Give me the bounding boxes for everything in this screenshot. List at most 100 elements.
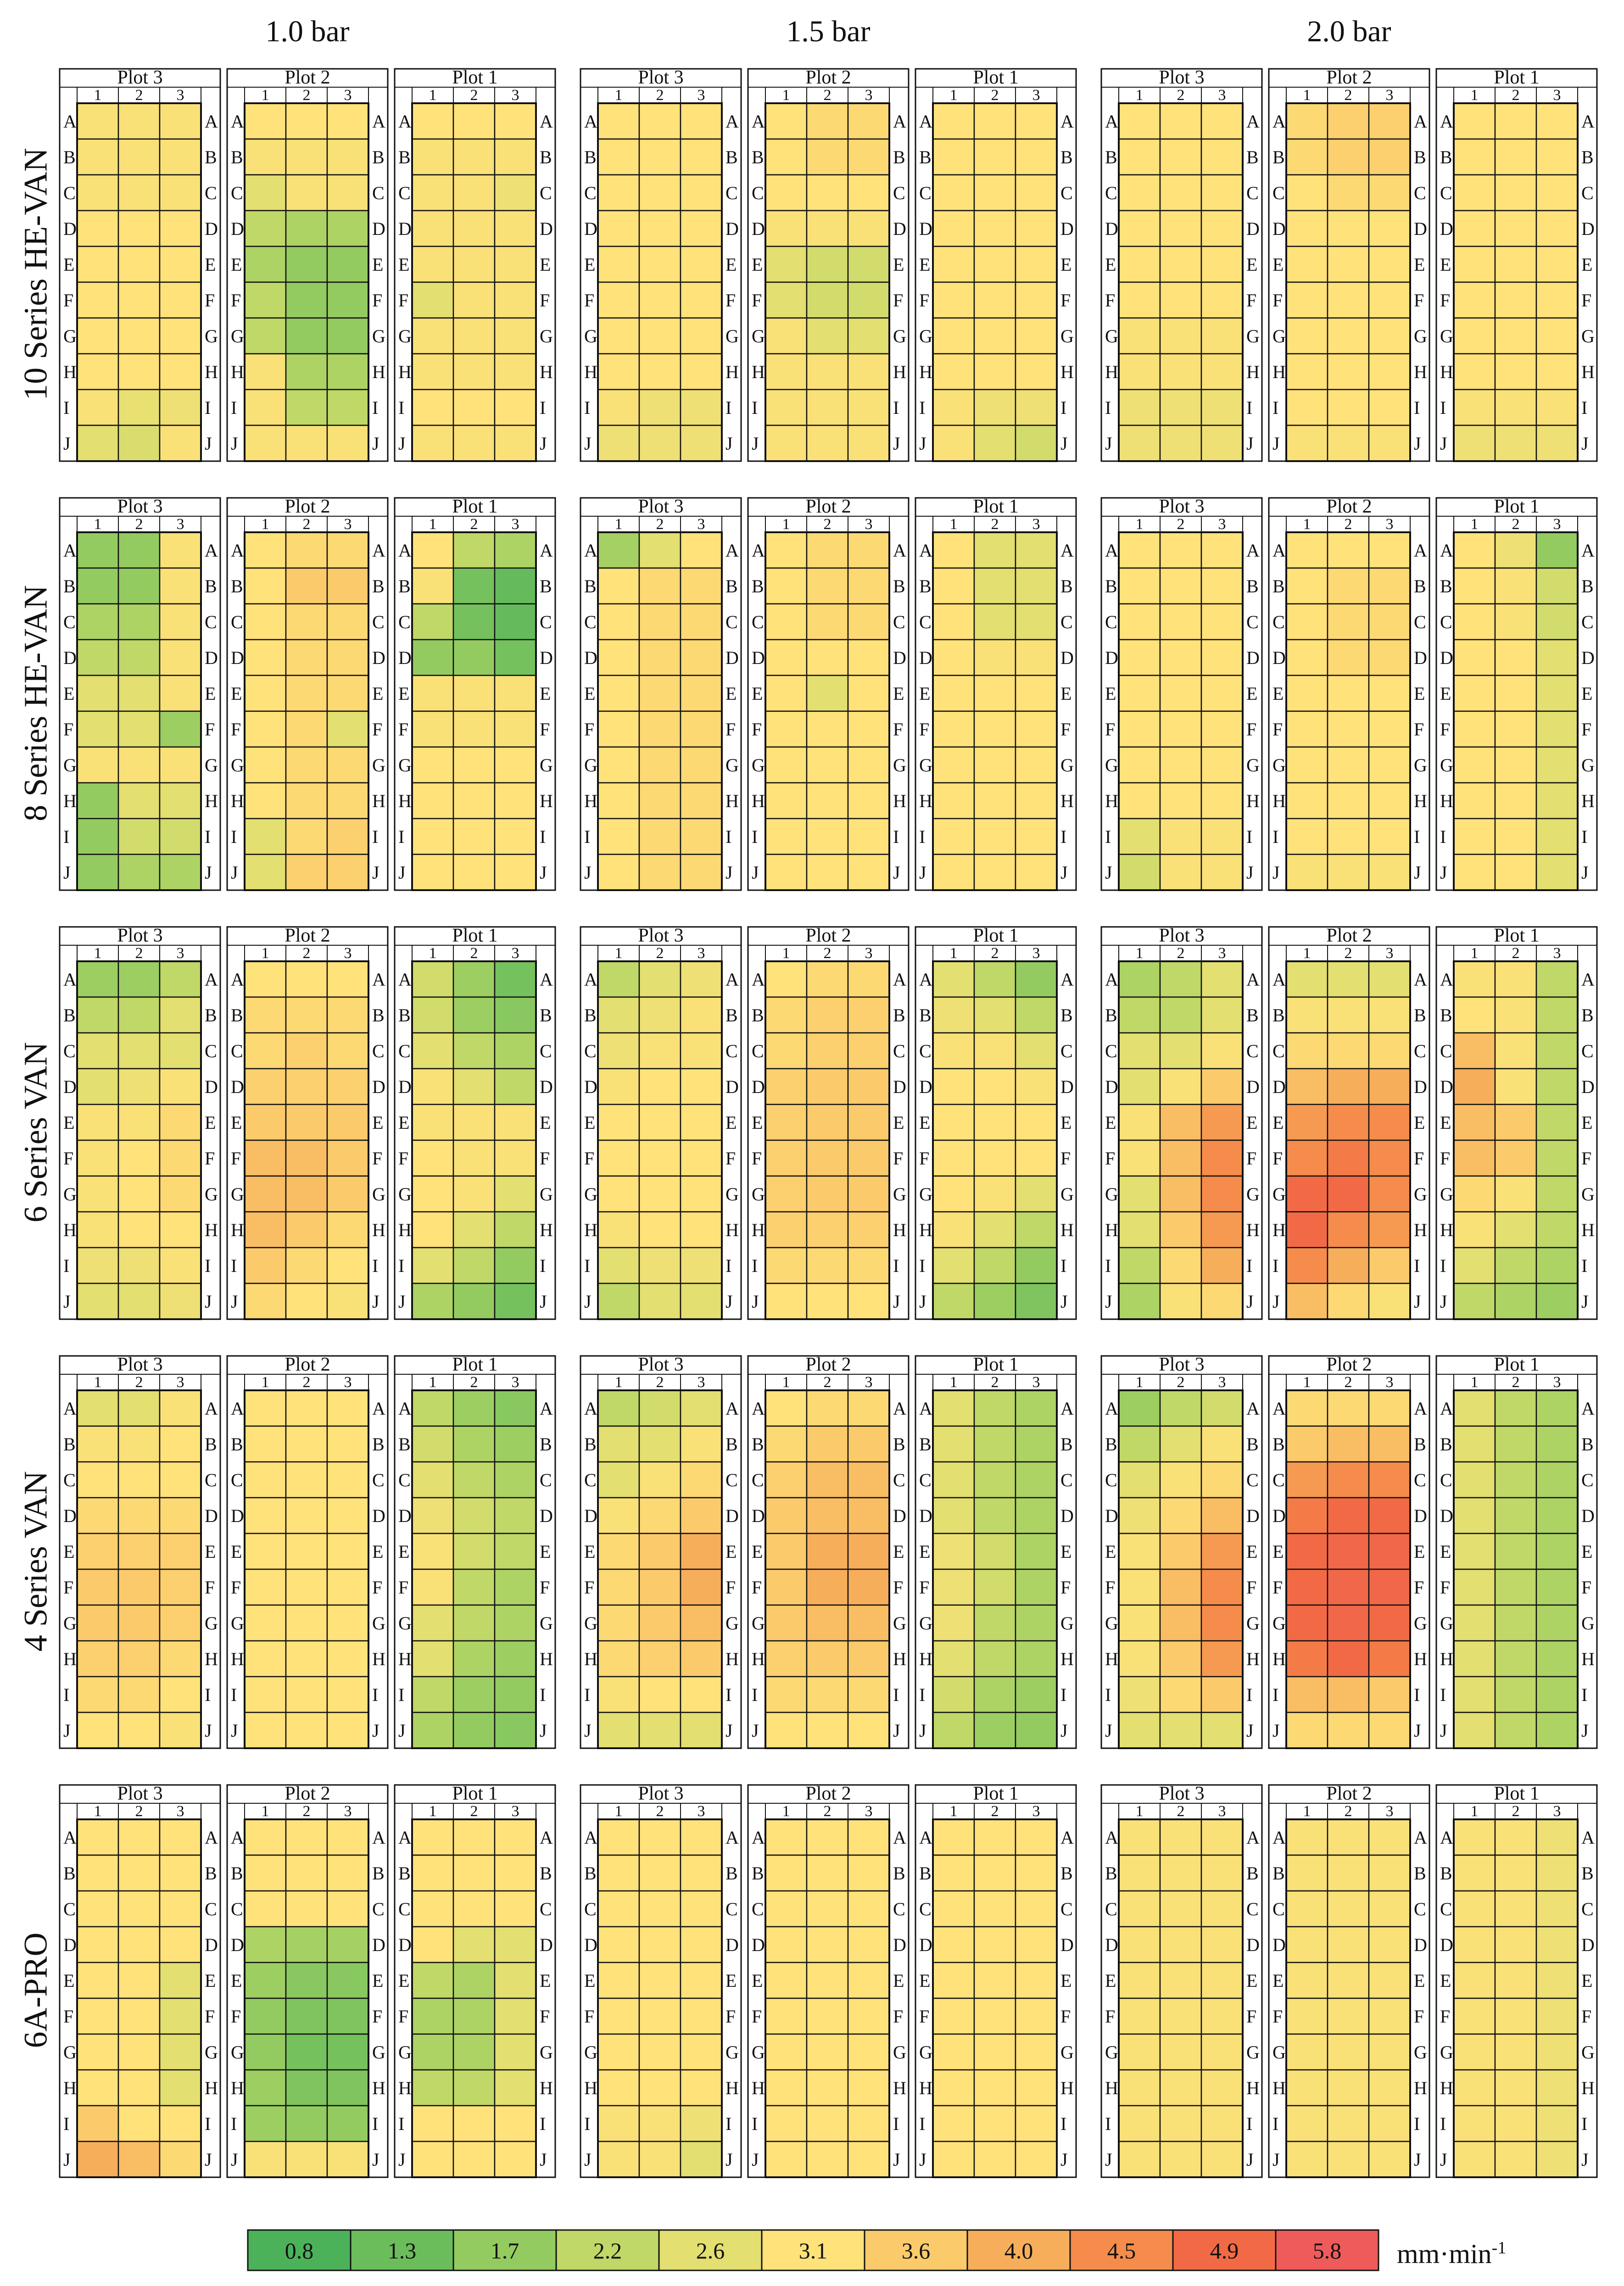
heatmap-cell	[932, 1282, 975, 1320]
heatmap-cell	[326, 317, 369, 355]
row-letter-right: B	[1246, 1863, 1259, 1884]
row-letter-right: J	[205, 862, 212, 883]
heatmap-cell	[680, 1104, 723, 1141]
heatmap-cell	[117, 1461, 161, 1499]
heatmap-cell	[765, 281, 808, 319]
legend-swatch	[966, 2229, 1071, 2271]
row-letter-left: A	[1272, 969, 1286, 990]
heatmap-cell	[76, 567, 119, 605]
row-letter-left: E	[1440, 683, 1451, 704]
heatmap-cell	[494, 1461, 537, 1499]
heatmap-cell	[76, 1854, 119, 1892]
heatmap-cell	[326, 1604, 369, 1642]
heatmap-cell	[117, 210, 161, 247]
row-letter-right: B	[1581, 576, 1594, 597]
heatmap-cell	[680, 1962, 723, 1999]
plot-block: Plot 11 2 3A AB BC CD DE EF FG GH HI IJ J	[915, 67, 1077, 462]
plot-block: Plot 31 2 3A AB BC CD DE EF FG GH HI IJ J	[1100, 1783, 1263, 2178]
heatmap-cell	[1494, 317, 1537, 355]
sub-column-number: 1	[615, 1374, 623, 1391]
row-letter-right: A	[205, 1398, 218, 1419]
row-letter-right: C	[540, 612, 552, 632]
sub-column-number: 1	[1303, 516, 1311, 533]
heatmap-cell	[597, 531, 640, 569]
heatmap-cell	[1285, 1175, 1328, 1213]
row-letter-left: H	[1105, 1649, 1118, 1669]
row-letter-right: F	[893, 2006, 903, 2027]
heatmap-cell	[1285, 2033, 1328, 2071]
row-letter-right: D	[893, 1076, 906, 1097]
legend-swatch	[555, 2229, 660, 2271]
heatmap-cell	[1494, 1497, 1537, 1534]
heatmap-cell	[680, 2105, 723, 2142]
heatmap-cell	[1327, 1497, 1370, 1534]
heatmap-cell	[326, 1676, 369, 1713]
row-letter-left: H	[1440, 1220, 1453, 1240]
row-letter-left: I	[1440, 826, 1446, 847]
heatmap-cell	[452, 1104, 496, 1141]
heatmap-cell	[1327, 1175, 1370, 1213]
heatmap-cell	[1015, 1032, 1058, 1070]
heatmap-cell	[1494, 1533, 1537, 1570]
row-letter-left: B	[752, 576, 764, 597]
row-letter-right: B	[1246, 1434, 1259, 1455]
row-letter-right: D	[1414, 218, 1427, 239]
row-letter-left: E	[1105, 1112, 1116, 1133]
heatmap-cell	[117, 960, 161, 998]
heatmap-cell	[1285, 639, 1328, 676]
legend-value: 2.2	[593, 2238, 622, 2264]
row-letter-right: J	[1414, 862, 1421, 883]
heatmap-cell	[765, 1818, 808, 1856]
heatmap-cell	[285, 603, 328, 641]
sub-column-number: 2	[1512, 1374, 1520, 1391]
row-letter-right: F	[1414, 2006, 1424, 2027]
heatmap-cell	[1200, 1032, 1244, 1070]
heatmap-cell	[1368, 2105, 1411, 2142]
grid-border	[765, 1389, 890, 1749]
row-letter-left: I	[919, 1684, 925, 1705]
row-letter-right: A	[372, 540, 385, 561]
sub-column-header	[1536, 945, 1578, 962]
row-letter-left: G	[584, 2042, 597, 2063]
sub-column-header	[453, 516, 495, 533]
sub-column-header	[597, 1803, 640, 1820]
row-letter-left: I	[752, 2113, 758, 2134]
heatmap-cell	[806, 317, 849, 355]
row-letter-left: C	[584, 612, 597, 632]
heatmap-cell	[159, 603, 202, 641]
heatmap-cell	[117, 710, 161, 748]
row-letter-left: J	[231, 1291, 238, 1312]
heatmap-cell	[76, 1068, 119, 1105]
row-letter-right: J	[1060, 2149, 1068, 2170]
row-letter-right: J	[893, 433, 900, 454]
heatmap-cell	[765, 710, 808, 748]
heatmap-cell	[638, 2141, 681, 2178]
row-letter-left: H	[752, 1649, 765, 1669]
row-letter-right: B	[540, 147, 552, 167]
heatmap-cell	[847, 1247, 890, 1284]
sub-column-header	[453, 87, 495, 104]
row-letter-right: H	[372, 1649, 385, 1669]
heatmap-cell	[76, 639, 119, 676]
heatmap-cell	[1453, 818, 1496, 855]
heatmap-cell	[806, 746, 849, 784]
heatmap-cell	[932, 1247, 975, 1284]
row-letter-left: E	[752, 1112, 763, 1133]
heatmap-cell	[285, 102, 328, 140]
heatmap-cell	[411, 1604, 454, 1642]
heatmap-cell	[159, 1139, 202, 1177]
row-letter-left: F	[231, 2006, 241, 2027]
heatmap-cell	[76, 2105, 119, 2142]
heatmap-cell	[973, 2069, 1016, 2107]
heatmap-cell	[1285, 210, 1328, 247]
heatmap-cell	[680, 1926, 723, 1963]
heatmap-cell	[76, 2141, 119, 2178]
row-letter-left: J	[752, 862, 759, 883]
heatmap-cell	[1453, 1032, 1496, 1070]
heatmap-cell	[285, 853, 328, 891]
row-letter-left: A	[752, 969, 765, 990]
row-letter-left: B	[398, 1005, 411, 1026]
heatmap-cell	[1015, 1568, 1058, 1606]
